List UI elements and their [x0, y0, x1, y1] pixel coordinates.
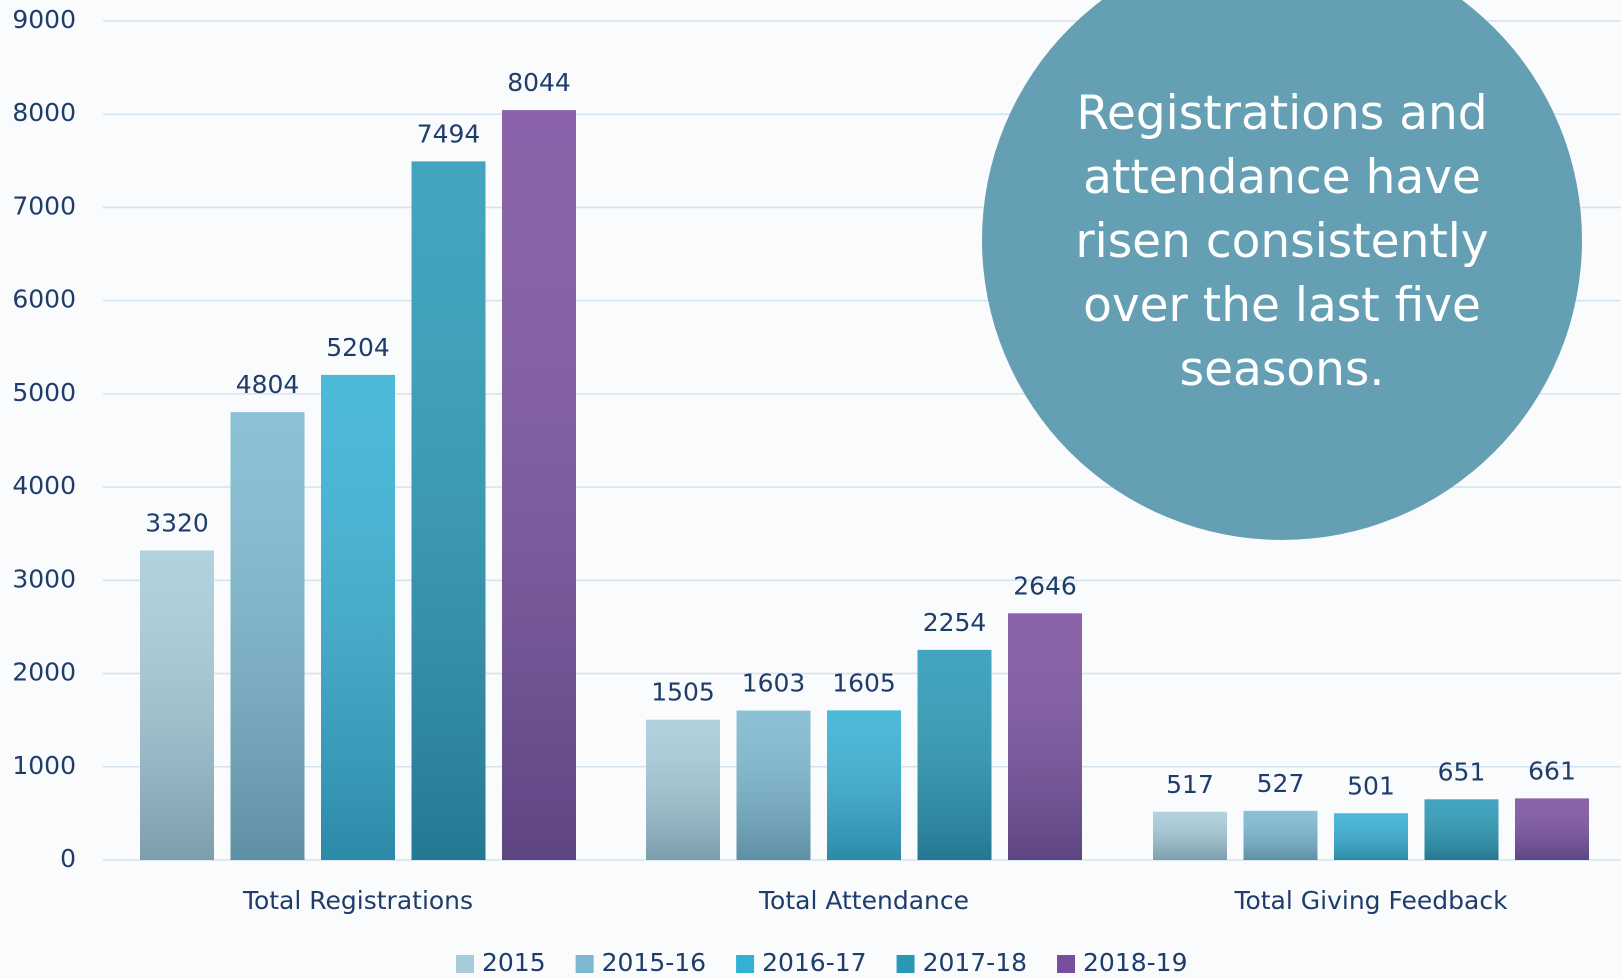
x-tick-label: Total Attendance — [758, 886, 969, 915]
data-label: 527 — [1257, 769, 1305, 798]
data-label: 4804 — [236, 370, 300, 399]
bar-shade — [502, 110, 576, 861]
legend-swatch — [1057, 955, 1076, 973]
data-label: 8044 — [507, 68, 571, 97]
legend-label: 2018-19 — [1083, 948, 1187, 977]
bar-shade — [321, 374, 395, 860]
data-label: 2254 — [923, 608, 987, 637]
data-label: 1605 — [832, 668, 896, 697]
legend-label: 2015 — [482, 948, 546, 977]
y-tick-label: 1000 — [12, 751, 76, 780]
legend-swatch — [456, 955, 474, 973]
bar-shade — [1515, 798, 1589, 860]
y-tick-label: 7000 — [12, 191, 76, 220]
annotation-box: Registrations and attendance have risen … — [1075, 86, 1489, 397]
data-label: 3320 — [145, 509, 209, 538]
bar-shade — [140, 550, 214, 860]
bar-shade — [646, 719, 720, 860]
legend-label: 2016-17 — [762, 948, 866, 977]
data-label: 5204 — [326, 333, 390, 362]
y-tick-label: 9000 — [12, 5, 76, 34]
y-tick-label: 2000 — [12, 658, 76, 687]
data-label: 501 — [1347, 771, 1395, 800]
y-tick-label: 4000 — [12, 471, 76, 500]
data-label: 661 — [1528, 756, 1576, 785]
bar-shade — [917, 649, 992, 860]
x-tick-label: Total Registrations — [242, 886, 473, 915]
data-label: 1505 — [651, 678, 715, 707]
legend-label: 2015-16 — [602, 948, 706, 977]
data-label: 651 — [1438, 757, 1486, 786]
legend-swatch — [575, 955, 594, 973]
bar-shade — [1153, 811, 1227, 860]
legend-label: 2017-18 — [923, 948, 1027, 977]
annotation: Registrations and attendance have risen … — [1075, 86, 1489, 397]
data-label: 2646 — [1013, 571, 1077, 600]
bar-shade — [230, 412, 305, 860]
bar-shade — [736, 710, 811, 860]
bar-shade — [1334, 813, 1408, 860]
bar-shade — [1424, 799, 1499, 860]
bar-shade — [827, 710, 901, 860]
y-tick-label: 3000 — [12, 564, 76, 593]
legend-swatch — [896, 955, 915, 973]
data-label: 517 — [1166, 770, 1214, 799]
data-label: 1603 — [742, 669, 806, 698]
bar-shade — [1243, 810, 1318, 860]
annotation-circle — [982, 0, 1582, 540]
y-tick-label: 0 — [60, 844, 76, 873]
y-tick-label: 6000 — [12, 285, 76, 314]
bar-shade — [1008, 613, 1082, 860]
data-label: 7494 — [417, 119, 481, 148]
y-tick-label: 5000 — [12, 378, 76, 407]
bar-shade — [411, 161, 486, 860]
y-tick-label: 8000 — [12, 98, 76, 127]
x-tick-label: Total Giving Feedback — [1233, 886, 1508, 915]
legend-swatch — [736, 955, 755, 973]
